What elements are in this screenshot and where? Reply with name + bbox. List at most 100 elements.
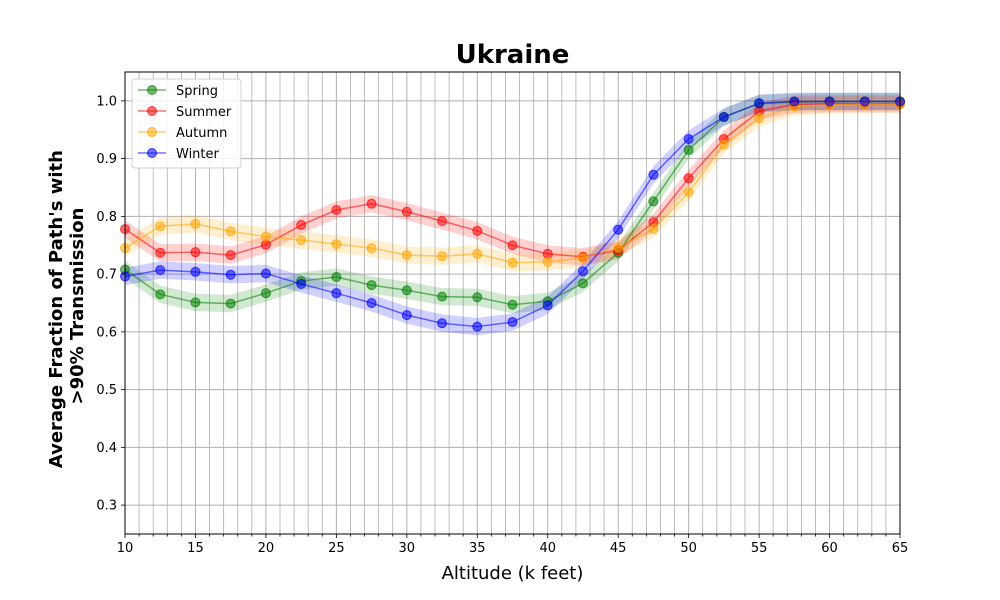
point-spring [648,196,659,207]
point-autumn [683,187,694,198]
y-tick-label: 1.0 [96,94,117,109]
confidence-bands [125,92,900,336]
point-winter [754,98,765,109]
legend-item-spring: Spring [138,84,218,99]
x-tick-label: 30 [399,541,416,556]
point-winter [507,317,518,328]
point-autumn [472,248,483,259]
plot-frame [124,71,901,535]
point-spring [331,272,342,283]
series-winter [120,96,905,332]
point-spring [401,285,412,296]
series-lines [120,96,905,332]
x-tick-label: 55 [751,541,768,556]
y-tick-label: 0.7 [96,268,117,283]
point-summer [190,247,201,258]
point-spring [260,288,271,299]
point-autumn [260,231,271,242]
point-winter [577,266,588,277]
point-winter [718,112,729,123]
band-summer [125,95,900,266]
point-winter [472,321,483,332]
point-autumn [225,226,236,237]
point-winter [437,318,448,329]
x-axis-label: Altitude (k feet) [442,563,584,584]
y-axis: 0.3 0.4 0.5 0.6 0.7 0.8 0.9 1.0 [96,94,125,514]
point-spring [437,291,448,302]
series-autumn [120,99,905,268]
point-winter [613,224,624,235]
legend-label-summer: Summer [176,105,232,120]
y-axis-label-line-1: Average Fraction of Path's with [46,150,67,468]
point-autumn [577,252,588,263]
point-autumn [296,235,307,246]
point-autumn [648,224,659,235]
point-spring [190,297,201,308]
point-summer [366,198,377,209]
point-autumn [718,139,729,150]
legend-marker-spring [147,85,157,95]
point-winter [190,266,201,277]
point-winter [789,96,800,107]
point-winter [859,96,870,107]
x-tick-label: 15 [187,541,204,556]
point-summer [225,250,236,261]
x-tick-label: 20 [258,541,275,556]
point-winter [824,96,835,107]
point-autumn [613,242,624,253]
y-axis-label: Average Fraction of Path's with >90% Tra… [46,144,88,468]
legend-box [131,78,242,169]
point-autumn [542,256,553,267]
point-autumn [190,218,201,229]
x-tick-label: 65 [892,541,909,556]
point-spring [472,292,483,303]
point-spring [577,278,588,289]
point-autumn [366,243,377,254]
y-tick-label: 0.5 [96,383,117,398]
point-spring [683,144,694,155]
point-winter [225,269,236,280]
y-tick-label: 0.6 [96,325,117,340]
point-spring [366,280,377,291]
point-autumn [331,239,342,250]
point-winter [401,310,412,321]
point-winter [366,298,377,308]
legend-label-autumn: Autumn [176,126,227,141]
x-tick-label: 10 [117,541,134,556]
point-winter [683,133,694,144]
x-tick-label: 35 [469,541,486,556]
point-autumn [401,250,412,261]
point-autumn [754,113,765,124]
point-summer [683,173,694,184]
legend-marker-winter [147,148,157,158]
x-tick-label: 25 [328,541,345,556]
point-summer [507,240,518,251]
y-tick-label: 0.3 [96,499,117,514]
y-tick-label: 0.9 [96,152,117,167]
point-summer [401,206,412,217]
legend-label-spring: Spring [176,84,218,99]
y-tick-label: 0.8 [96,210,117,225]
x-tick-label: 45 [610,541,627,556]
legend-item-winter: Winter [138,147,220,162]
x-tick-label: 40 [539,541,556,556]
legend-item-autumn: Autumn [138,126,227,141]
y-axis-label-line-2: >90% Transmission [67,208,88,405]
legend-marker-summer [147,106,157,116]
point-spring [225,298,236,309]
x-axis: 10 15 20 25 30 35 40 45 50 55 60 65 [117,534,909,556]
point-winter [260,268,271,279]
point-autumn [507,257,518,268]
point-winter [648,169,659,180]
legend-label-winter: Winter [176,147,220,162]
point-winter [155,265,166,276]
point-summer [472,225,483,236]
point-summer [155,247,166,258]
point-winter [296,278,307,289]
chart-title: Ukraine [456,40,570,70]
point-winter [331,288,342,299]
point-summer [296,220,307,231]
point-spring [507,299,518,310]
point-autumn [437,251,448,262]
